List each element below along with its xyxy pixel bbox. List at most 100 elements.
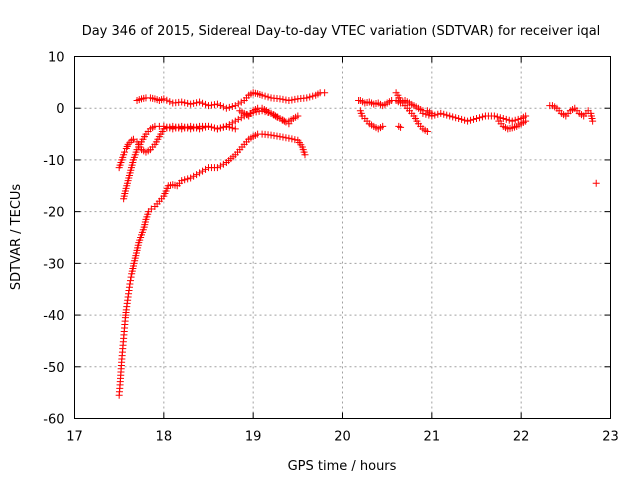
data-point <box>273 132 281 140</box>
data-point <box>423 127 431 135</box>
data-point <box>231 125 239 133</box>
data-point <box>514 115 522 123</box>
data-point <box>128 136 136 144</box>
data-point <box>222 122 230 130</box>
data-point <box>449 113 457 121</box>
data-point <box>522 117 530 125</box>
x-tick-label: 22 <box>513 430 530 445</box>
data-point <box>225 123 233 131</box>
data-point <box>288 135 296 143</box>
data-point <box>291 95 299 103</box>
data-point <box>478 113 486 121</box>
data-point <box>592 179 600 187</box>
data-point <box>306 93 314 101</box>
data-point <box>184 99 192 107</box>
data-point <box>282 134 290 142</box>
data-point <box>279 133 287 141</box>
data-point <box>213 125 221 133</box>
data-point <box>422 110 430 118</box>
y-tick-label: 0 <box>56 102 64 117</box>
y-tick-label: -20 <box>43 206 64 221</box>
data-point <box>127 273 135 281</box>
data-point <box>502 115 510 123</box>
series-satellite-track-22h <box>546 102 597 125</box>
series-satellite-track-20h-isolated <box>395 122 405 131</box>
data-point <box>147 205 155 213</box>
data-point <box>216 162 224 170</box>
data-point <box>193 171 201 179</box>
data-point <box>172 124 180 132</box>
y-tick-label: -10 <box>43 154 64 169</box>
data-point <box>431 111 439 119</box>
data-point <box>301 151 309 159</box>
data-point <box>219 103 227 111</box>
data-point <box>446 112 454 120</box>
data-point <box>285 134 293 142</box>
data-point <box>190 124 198 132</box>
data-point <box>216 101 224 109</box>
data-point <box>499 115 507 123</box>
data-point <box>181 99 189 107</box>
axis-ticks <box>74 56 611 419</box>
data-point <box>199 167 207 175</box>
chart-title: Day 346 of 2015, Sidereal Day-to-day VTE… <box>82 24 601 39</box>
data-point <box>282 96 290 104</box>
data-point <box>493 113 501 121</box>
data-point <box>267 131 275 139</box>
data-point <box>303 94 311 102</box>
data-point <box>379 122 387 130</box>
x-tick-label: 18 <box>156 430 173 445</box>
data-point <box>178 177 186 185</box>
series-satellite-track-22h-outlier <box>592 179 600 187</box>
data-point <box>473 115 480 123</box>
series-satellite-track-20h-lower <box>356 107 387 133</box>
data-point <box>163 123 171 131</box>
data-point <box>276 95 284 103</box>
data-point <box>511 116 519 124</box>
data-point <box>437 109 445 117</box>
data-point <box>428 112 436 120</box>
data-point <box>282 118 290 126</box>
data-point <box>175 123 183 131</box>
data-point <box>237 114 245 122</box>
series-satellite-track-high <box>133 89 329 112</box>
grid <box>74 56 611 419</box>
data-point <box>505 116 513 124</box>
data-point <box>397 123 405 131</box>
x-axis-tick-labels: 17 18 19 20 21 22 23 <box>66 430 619 445</box>
x-tick-label: 19 <box>245 430 262 445</box>
data-point <box>169 125 177 133</box>
data-point <box>178 98 186 106</box>
data-point <box>234 100 242 108</box>
data-point <box>184 124 192 132</box>
data-point <box>285 96 293 104</box>
series-satellite-track-21h <box>419 109 530 125</box>
data-points <box>115 89 600 399</box>
data-point <box>461 116 469 124</box>
data-point <box>129 135 137 143</box>
data-point <box>207 123 215 131</box>
x-axis-title: GPS time / hours <box>288 459 397 474</box>
data-point <box>207 101 215 109</box>
data-point <box>452 114 460 122</box>
data-point <box>160 95 168 103</box>
data-point <box>228 102 236 110</box>
y-tick-label: 10 <box>48 51 65 66</box>
data-point <box>205 102 212 110</box>
x-tick-label: 23 <box>602 430 619 445</box>
data-point <box>425 111 433 119</box>
y-tick-label: -30 <box>43 257 64 272</box>
data-point <box>202 165 210 173</box>
data-point <box>181 123 189 131</box>
data-point <box>434 110 442 118</box>
series-satellite-track-deep <box>115 130 309 399</box>
data-point <box>190 172 198 180</box>
data-point <box>467 116 475 124</box>
data-point <box>464 117 472 125</box>
y-tick-label: -60 <box>43 413 64 428</box>
y-axis-tick-labels: 10 0 -10 -20 -30 -40 -50 -60 <box>43 51 64 428</box>
data-point <box>187 125 195 133</box>
data-point <box>264 93 272 101</box>
data-point <box>261 92 269 100</box>
data-point <box>589 117 597 125</box>
